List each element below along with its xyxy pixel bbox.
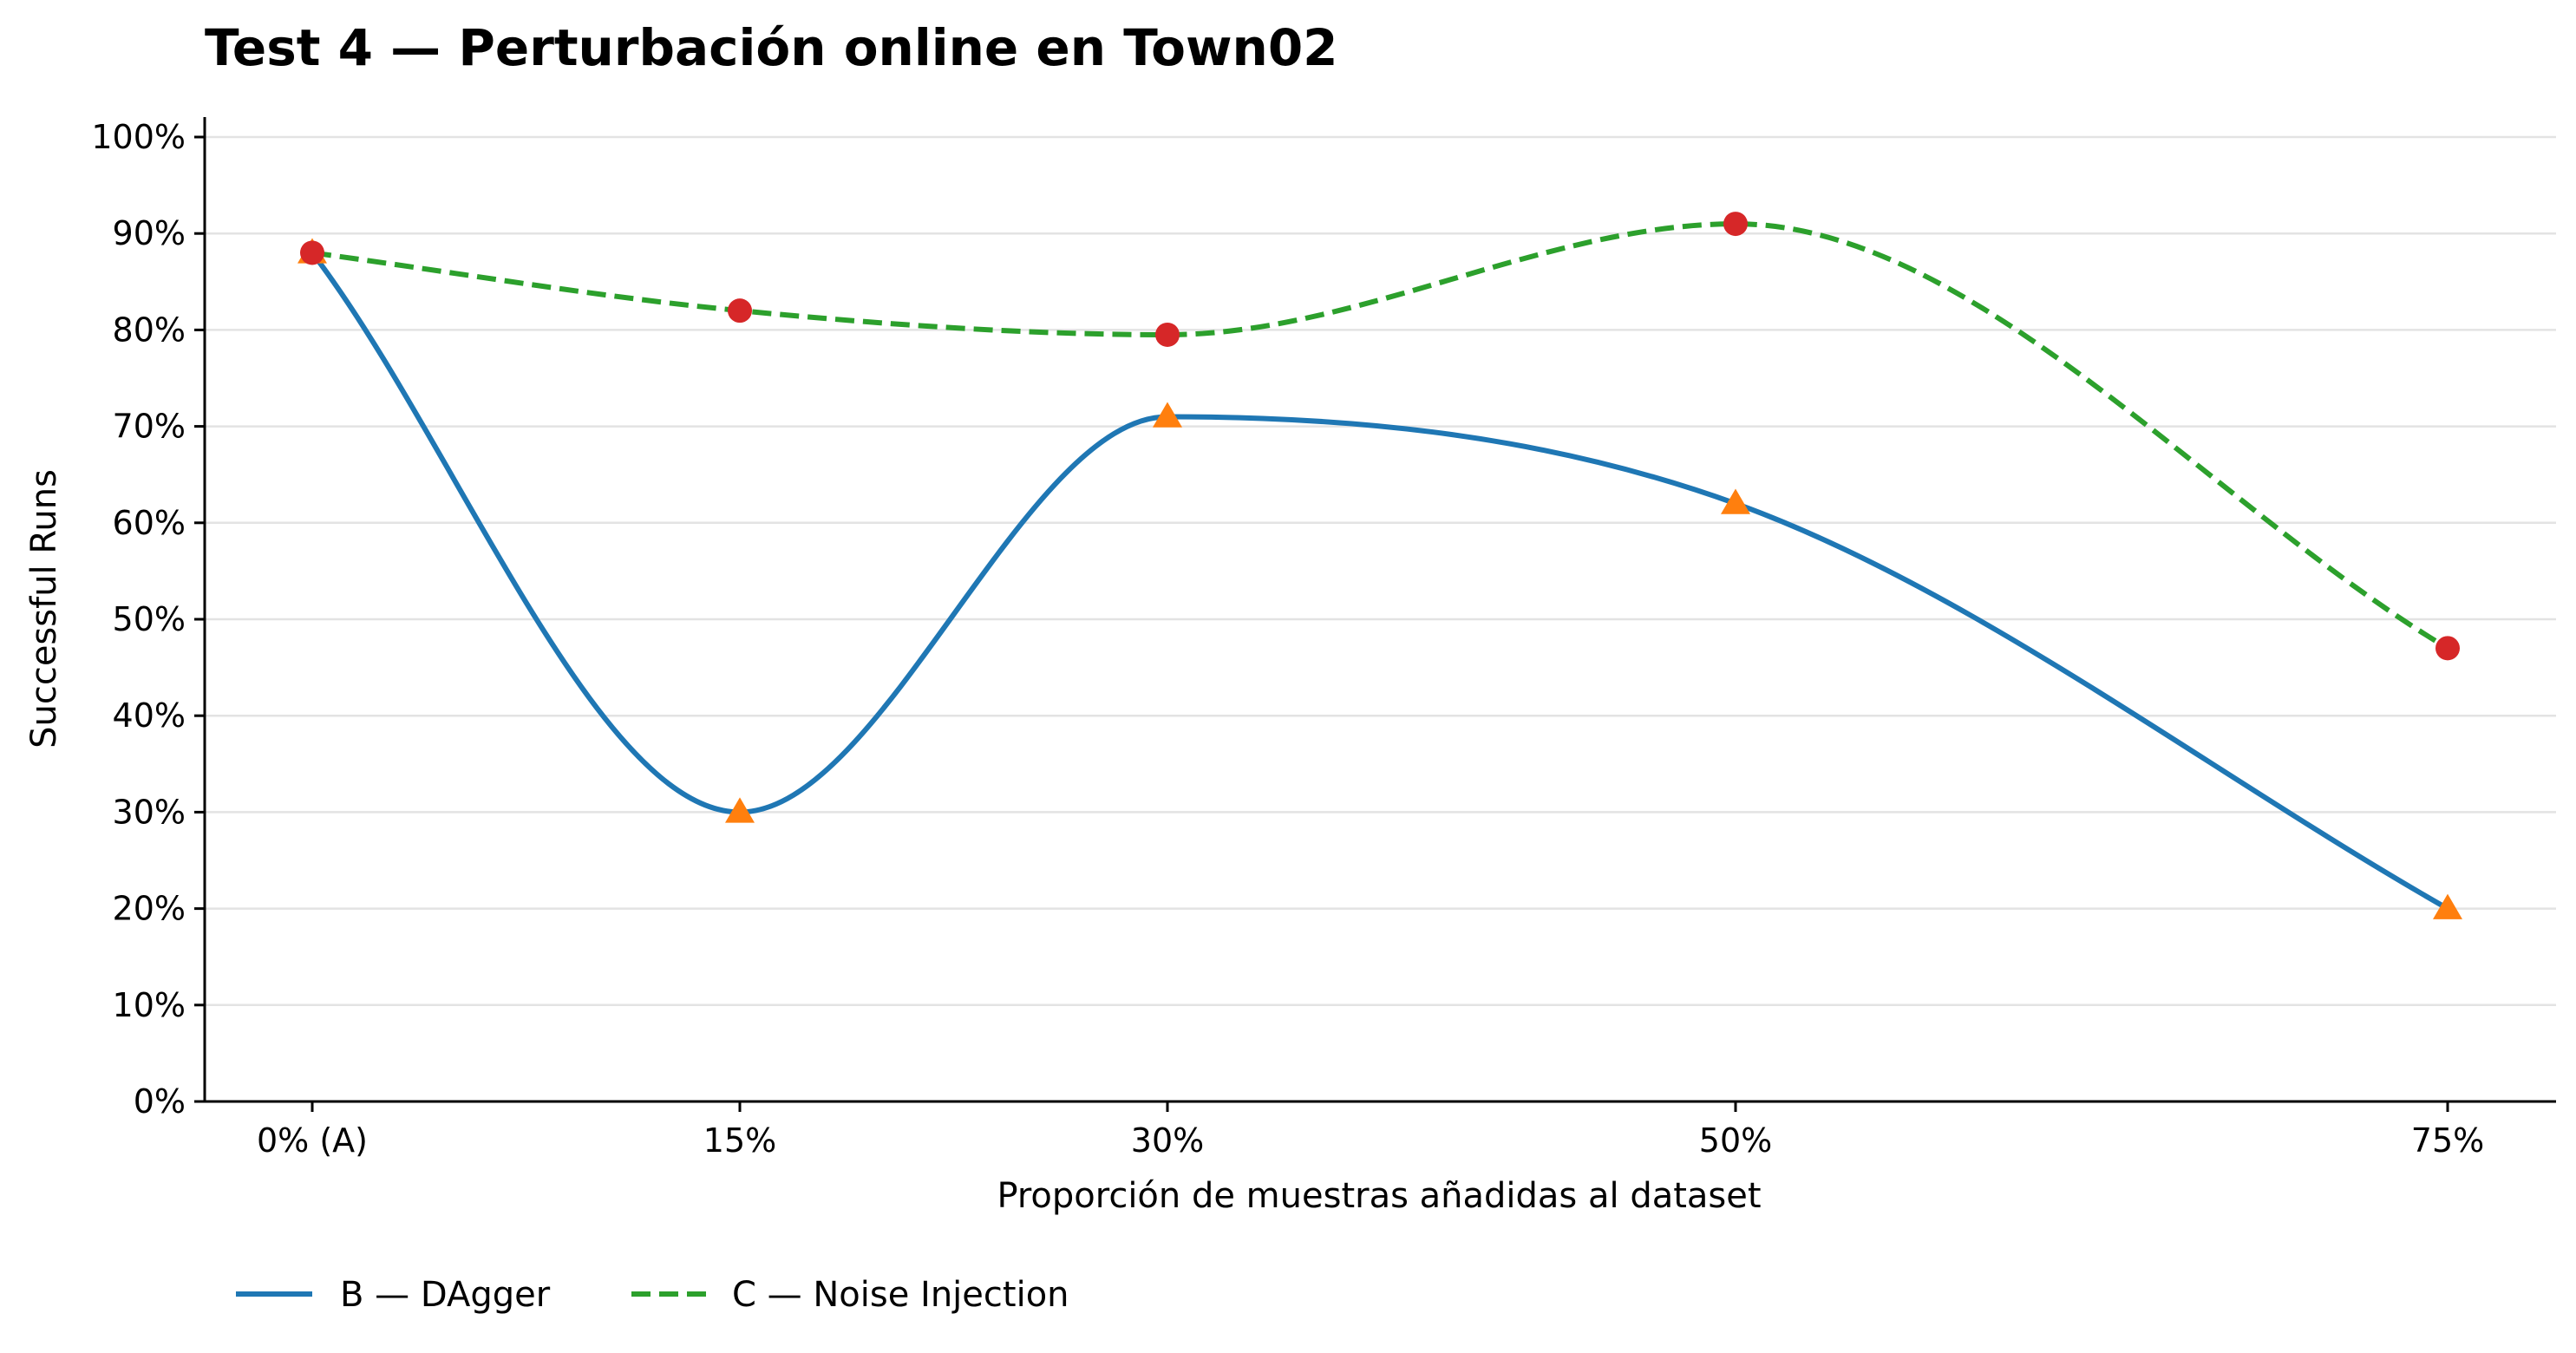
y-tick-label: 10% xyxy=(113,986,186,1024)
legend-label: B — DAgger xyxy=(340,1275,551,1315)
point-dagger xyxy=(725,797,755,823)
x-tick-label: 0% (A) xyxy=(257,1121,368,1160)
x-ticks: 0% (A) 15% 30% 50% 75% xyxy=(257,1101,2484,1160)
point-noise-injection xyxy=(1723,212,1748,237)
y-axis-label: Successful Runs xyxy=(24,469,64,748)
x-tick-label: 15% xyxy=(703,1121,776,1160)
point-dagger xyxy=(2433,893,2462,919)
y-tick-label: 80% xyxy=(113,310,186,349)
point-noise-injection xyxy=(300,240,324,265)
y-tick-label: 60% xyxy=(113,504,186,542)
point-noise-injection xyxy=(1155,322,1180,347)
x-axis-label: Proporción de muestras añadidas al datas… xyxy=(997,1176,1761,1216)
x-tick-label: 75% xyxy=(2411,1121,2484,1160)
y-tick-label: 50% xyxy=(113,600,186,638)
y-tick-label: 0% xyxy=(134,1082,186,1121)
series-layer xyxy=(297,212,2462,919)
point-dagger xyxy=(1721,488,1750,514)
chart-title: Test 4 — Perturbación online en Town02 xyxy=(205,18,1338,77)
axes xyxy=(203,117,2556,1103)
y-ticks: 0% 10% 20% 30% 40% 50% 60% 70% 80% 90% 100% xyxy=(91,118,205,1121)
legend: B — DAgger C — Noise Injection xyxy=(236,1275,1069,1315)
point-noise-injection xyxy=(2435,636,2460,661)
point-dagger xyxy=(1153,402,1182,428)
y-tick-label: 90% xyxy=(113,214,186,252)
y-tick-label: 100% xyxy=(91,118,186,156)
grid-lines xyxy=(205,135,2556,1007)
y-tick-label: 70% xyxy=(113,408,186,446)
series-line-noise-injection xyxy=(311,221,2449,650)
series-line-dagger xyxy=(310,251,2449,912)
y-tick-label: 30% xyxy=(113,793,186,831)
point-noise-injection xyxy=(728,298,752,324)
legend-label: C — Noise Injection xyxy=(732,1275,1069,1315)
y-tick-label: 20% xyxy=(113,890,186,928)
x-tick-label: 50% xyxy=(1699,1121,1772,1160)
x-tick-label: 30% xyxy=(1131,1121,1204,1160)
y-tick-label: 40% xyxy=(113,696,186,735)
